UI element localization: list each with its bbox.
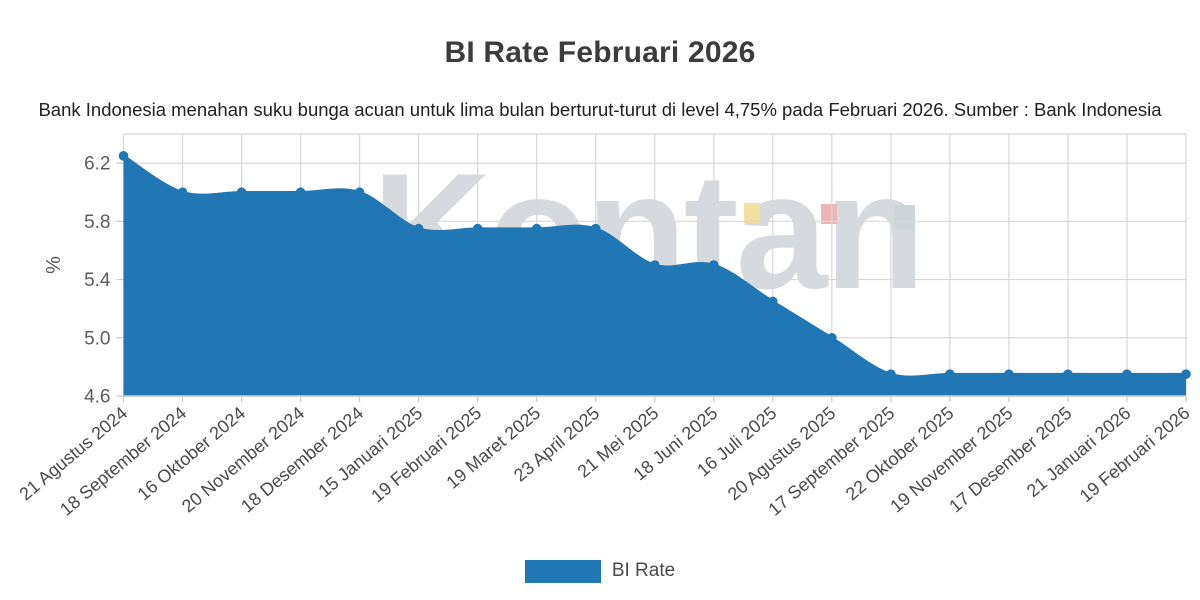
data-point-marker[interactable]	[1004, 369, 1014, 379]
y-axis-unit-label: %	[43, 256, 65, 274]
watermark-square-gray	[894, 205, 915, 230]
watermark-square-red	[821, 204, 837, 224]
data-point-marker[interactable]	[827, 332, 837, 343]
y-tick-label: 5.8	[84, 212, 110, 233]
data-point-marker[interactable]	[531, 223, 542, 234]
data-point-marker[interactable]	[354, 187, 365, 198]
data-point-marker[interactable]	[295, 187, 306, 198]
x-tick-label: 19 Februari 2026	[1076, 403, 1194, 506]
legend-item-bi-rate[interactable]: BI Rate	[524, 559, 676, 583]
chart-subtitle: Bank Indonesia menahan suku bunga acuan …	[38, 98, 1162, 120]
data-point-marker[interactable]	[649, 260, 660, 270]
watermark-square-yellow	[744, 203, 760, 223]
legend: BI Rate	[0, 555, 1200, 587]
bi-rate-area	[123, 155, 1186, 396]
data-point-marker[interactable]	[945, 369, 955, 379]
data-point-marker[interactable]	[590, 223, 601, 234]
y-tick-label: 5.4	[84, 270, 111, 291]
data-point-marker[interactable]	[413, 223, 424, 234]
data-point-marker[interactable]	[708, 260, 719, 270]
data-point-marker[interactable]	[1181, 369, 1191, 379]
data-point-marker[interactable]	[177, 187, 188, 198]
y-tick-label: 6.2	[84, 154, 110, 175]
legend-label: BI Rate	[611, 560, 676, 581]
data-point-marker[interactable]	[1122, 369, 1132, 379]
data-point-marker[interactable]	[118, 151, 129, 161]
data-point-marker[interactable]	[1063, 369, 1073, 379]
data-point-marker[interactable]	[472, 223, 483, 234]
chart-title: BI Rate Februari 2026	[444, 36, 756, 70]
y-tick-label: 4.6	[84, 387, 110, 408]
legend-swatch	[524, 559, 601, 583]
data-point-marker[interactable]	[236, 187, 247, 198]
y-tick-label: 5.0	[84, 328, 110, 349]
x-tick-label: 19 Februari 2025	[367, 403, 485, 506]
x-tick-label: 21 Januari 2026	[1023, 403, 1135, 501]
x-tick-label: 15 Januari 2025	[314, 403, 426, 501]
data-point-marker[interactable]	[768, 296, 778, 307]
data-point-marker[interactable]	[886, 369, 896, 379]
